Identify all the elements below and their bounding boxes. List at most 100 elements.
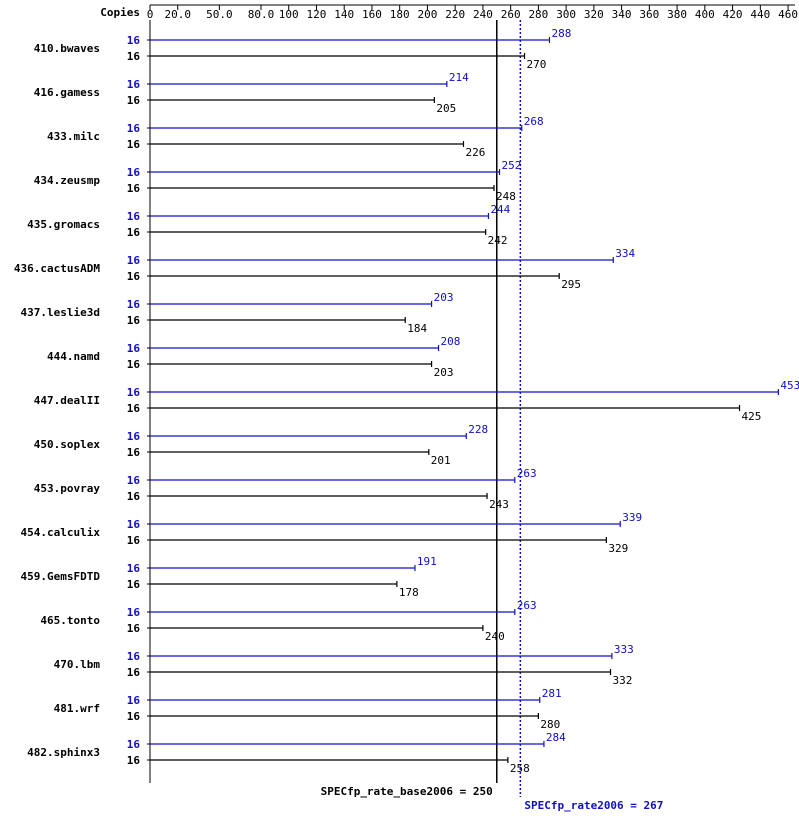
copies-peak: 16	[127, 342, 141, 355]
x-tick-label: 160	[362, 8, 382, 21]
base-value: 295	[561, 278, 581, 291]
base-value: 242	[488, 234, 508, 247]
x-tick-label: 360	[639, 8, 659, 21]
x-tick-label: 100	[279, 8, 299, 21]
copies-base: 16	[127, 710, 141, 723]
x-tick-label: 140	[334, 8, 354, 21]
peak-value: 252	[502, 159, 522, 172]
copies-peak: 16	[127, 518, 141, 531]
copies-base: 16	[127, 270, 141, 283]
copies-peak: 16	[127, 738, 141, 751]
benchmark-label: 459.GemsFDTD	[21, 570, 101, 583]
base-value: 203	[434, 366, 454, 379]
x-tick-label: 50.0	[206, 8, 233, 21]
copies-peak: 16	[127, 430, 141, 443]
copies-base: 16	[127, 226, 141, 239]
base-marker-label: SPECfp_rate_base2006 = 250	[321, 785, 493, 798]
base-value: 205	[436, 102, 456, 115]
benchmark-label: 465.tonto	[40, 614, 100, 627]
benchmark-label: 435.gromacs	[27, 218, 100, 231]
copies-base: 16	[127, 358, 141, 371]
benchmark-label: 450.soplex	[34, 438, 101, 451]
x-tick-label: 440	[750, 8, 770, 21]
copies-base: 16	[127, 490, 141, 503]
peak-value: 208	[441, 335, 461, 348]
x-tick-label: 220	[445, 8, 465, 21]
base-value: 201	[431, 454, 451, 467]
peak-value: 191	[417, 555, 437, 568]
x-tick-label: 240	[473, 8, 493, 21]
benchmark-label: 481.wrf	[54, 702, 100, 715]
copies-header: Copies	[100, 6, 140, 19]
base-value: 243	[489, 498, 509, 511]
copies-base: 16	[127, 182, 141, 195]
copies-base: 16	[127, 94, 141, 107]
copies-base: 16	[127, 138, 141, 151]
peak-value: 244	[490, 203, 510, 216]
benchmark-label: 436.cactusADM	[14, 262, 100, 275]
peak-value: 263	[517, 599, 537, 612]
copies-base: 16	[127, 534, 141, 547]
copies-base: 16	[127, 754, 141, 767]
copies-peak: 16	[127, 34, 141, 47]
copies-base: 16	[127, 578, 141, 591]
base-value: 425	[742, 410, 762, 423]
benchmark-label: 482.sphinx3	[27, 746, 100, 759]
benchmark-label: 444.namd	[47, 350, 100, 363]
copies-peak: 16	[127, 650, 141, 663]
peak-value: 268	[524, 115, 544, 128]
x-tick-label: 180	[390, 8, 410, 21]
spec-chart: 0 20.0 50.0 80.0 100 120 140 160 180 200 220 240 260…	[0, 0, 799, 831]
base-value: 248	[496, 190, 516, 203]
copies-peak: 16	[127, 122, 141, 135]
x-tick-label: 80.0	[248, 8, 275, 21]
base-value: 332	[613, 674, 633, 687]
copies-base: 16	[127, 446, 141, 459]
copies-base: 16	[127, 50, 141, 63]
rate-marker-label: SPECfp_rate2006 = 267	[524, 799, 663, 812]
copies-peak: 16	[127, 474, 141, 487]
copies-peak: 16	[127, 606, 141, 619]
base-value: 329	[608, 542, 628, 555]
copies-peak: 16	[127, 298, 141, 311]
base-value: 178	[399, 586, 419, 599]
benchmark-label: 447.dealII	[34, 394, 100, 407]
x-tick-label: 0	[147, 8, 154, 21]
copies-base: 16	[127, 402, 141, 415]
x-tick-label: 200	[417, 8, 437, 21]
peak-value: 284	[546, 731, 566, 744]
x-tick-label: 340	[612, 8, 632, 21]
copies-peak: 16	[127, 166, 141, 179]
base-value: 240	[485, 630, 505, 643]
peak-value: 334	[615, 247, 635, 260]
benchmark-label: 416.gamess	[34, 86, 100, 99]
peak-value: 288	[551, 27, 571, 40]
base-value: 184	[407, 322, 427, 335]
peak-value: 228	[468, 423, 488, 436]
base-value: 258	[510, 762, 530, 775]
x-tick-label: 20.0	[164, 8, 191, 21]
copies-peak: 16	[127, 694, 141, 707]
benchmark-label: 454.calculix	[21, 526, 101, 539]
x-tick-label: 460	[778, 8, 798, 21]
benchmark-label: 433.milc	[47, 130, 100, 143]
x-tick-label: 400	[695, 8, 715, 21]
chart-svg: 0 20.0 50.0 80.0 100 120 140 160 180 200 220 240 260…	[0, 0, 799, 831]
copies-base: 16	[127, 622, 141, 635]
peak-value: 281	[542, 687, 562, 700]
base-value: 280	[540, 718, 560, 731]
x-tick-label: 260	[501, 8, 521, 21]
copies-peak: 16	[127, 78, 141, 91]
benchmark-label: 437.leslie3d	[21, 306, 100, 319]
copies-base: 16	[127, 314, 141, 327]
x-tick-label: 420	[723, 8, 743, 21]
peak-value: 203	[434, 291, 454, 304]
x-tick-label: 120	[307, 8, 327, 21]
benchmark-label: 434.zeusmp	[34, 174, 101, 187]
peak-value: 214	[449, 71, 469, 84]
peak-value: 339	[622, 511, 642, 524]
copies-peak: 16	[127, 254, 141, 267]
benchmark-label: 470.lbm	[54, 658, 101, 671]
copies-peak: 16	[127, 562, 141, 575]
x-tick-label: 280	[528, 8, 548, 21]
